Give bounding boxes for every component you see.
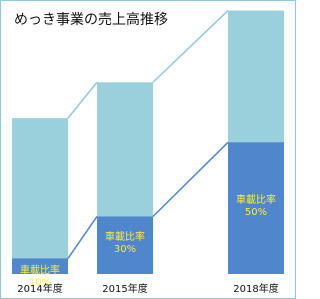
ratio-label: 30% (114, 244, 136, 255)
ratio-title: 車載比率 (236, 193, 276, 206)
x-tick-label: 2014年度 (17, 282, 62, 295)
ratio-bar (97, 216, 153, 274)
ratio-label: 50% (245, 207, 267, 218)
ratio-label: 10% (29, 277, 51, 288)
ratio-connector (152, 141, 229, 218)
ratio-bar (12, 258, 68, 274)
ratio-title: 車載比率 (105, 230, 145, 243)
chart-title: めっき事業の売上高推移 (14, 11, 168, 28)
x-tick-label: 2015年度 (102, 282, 147, 295)
ratio-bar (228, 142, 284, 274)
chart: めっき事業の売上高推移 車載比率10%2014年度車載比率30%2015年度車載… (0, 0, 296, 299)
connector (152, 10, 229, 83)
ratio-connector (67, 216, 98, 259)
bar (12, 118, 68, 274)
ratio-title: 車載比率 (20, 263, 60, 276)
connector (67, 81, 98, 119)
x-tick-label: 2018年度 (233, 282, 278, 295)
